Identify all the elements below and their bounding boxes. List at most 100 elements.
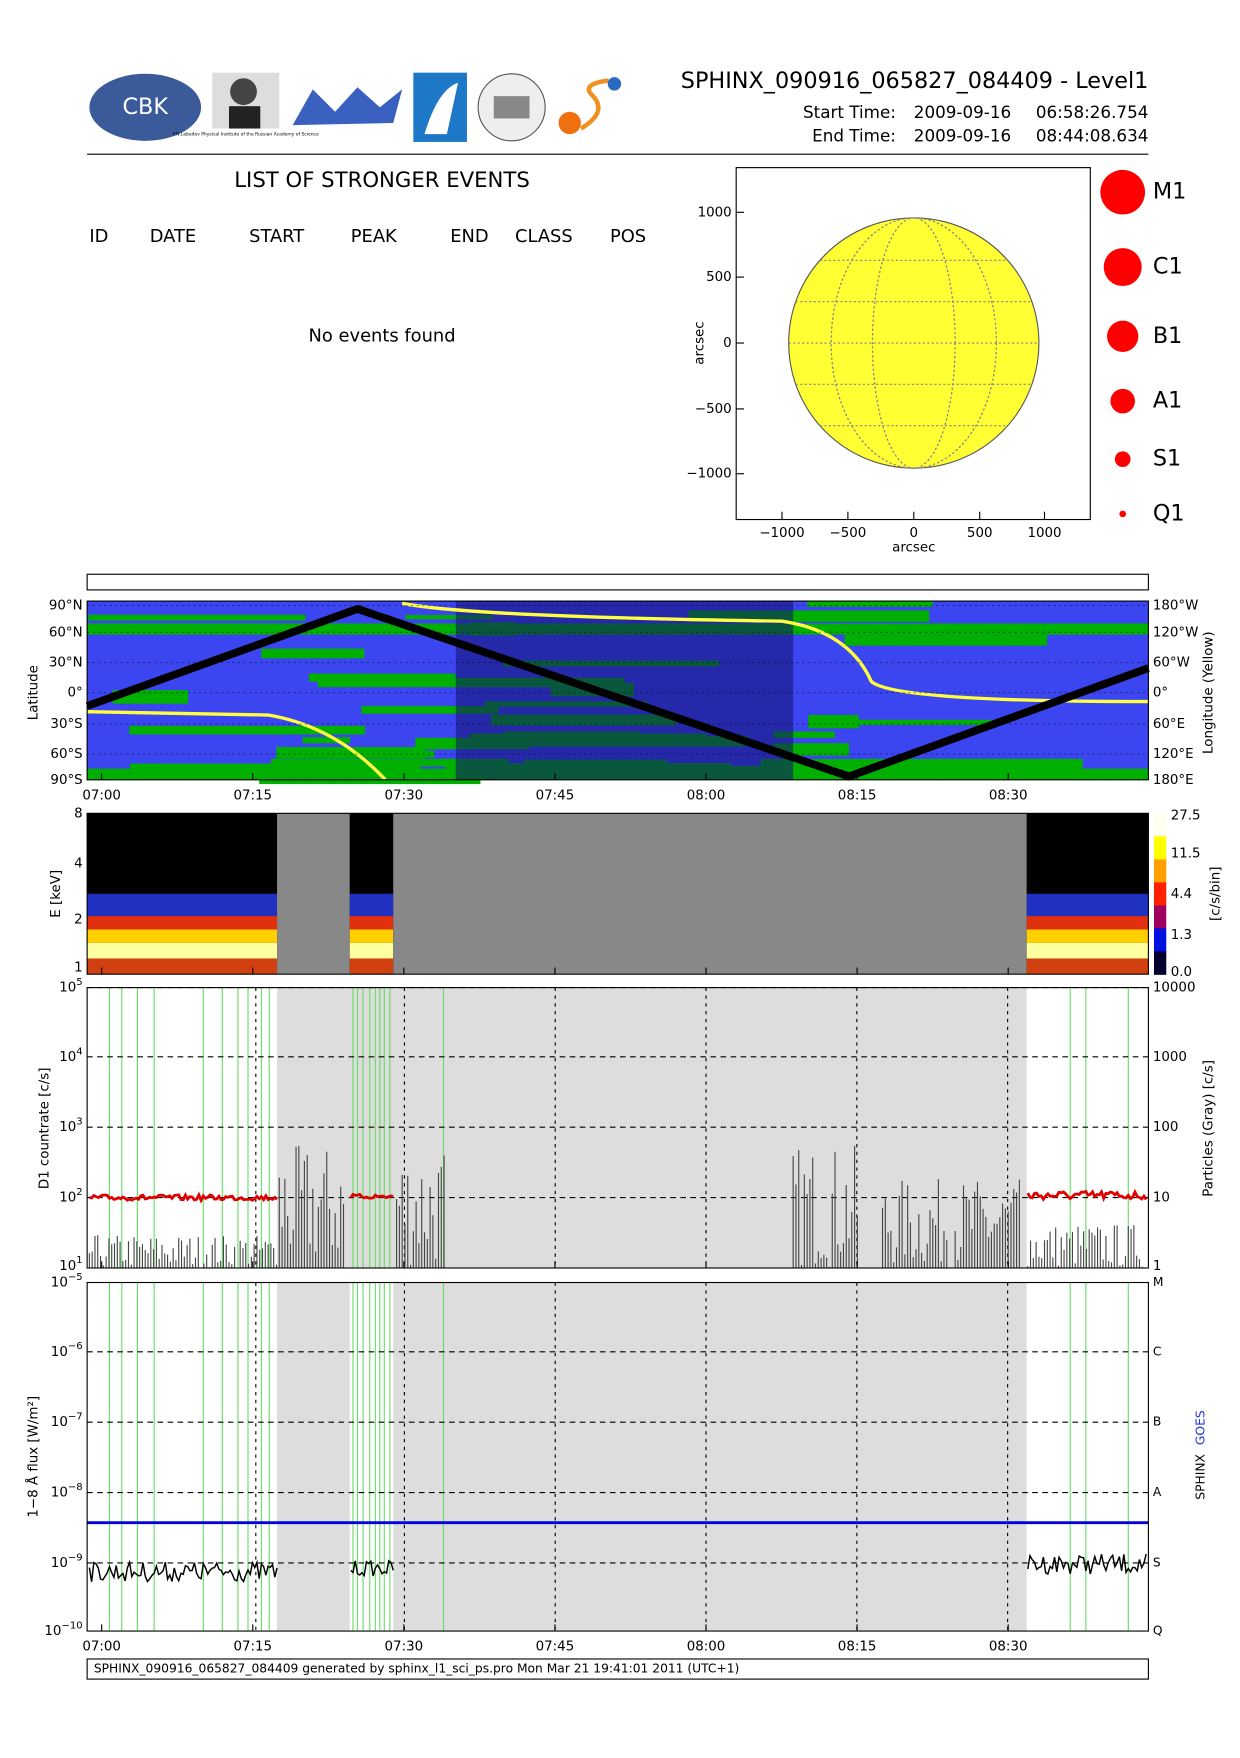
start-label: Start Time: bbox=[803, 102, 896, 122]
land bbox=[129, 725, 365, 735]
events-column: POS bbox=[610, 226, 646, 247]
events-column: PEAK bbox=[351, 226, 398, 247]
class-symbol bbox=[1107, 320, 1139, 352]
log-tick: 101 bbox=[59, 1255, 82, 1274]
land bbox=[398, 758, 509, 767]
time-label: 07:15 bbox=[233, 1640, 272, 1655]
time-label: 08:30 bbox=[989, 1640, 1028, 1655]
land bbox=[308, 673, 456, 682]
colorbar bbox=[1153, 882, 1167, 906]
spec bbox=[87, 958, 278, 975]
frame bbox=[86, 987, 1149, 1269]
sun-x-tick: 0 bbox=[910, 526, 919, 541]
time-label: 07:45 bbox=[536, 788, 575, 803]
class-tick: B bbox=[1153, 1415, 1161, 1429]
log-tick: 10−9 bbox=[51, 1552, 83, 1571]
land bbox=[405, 614, 493, 620]
colorbar bbox=[1153, 813, 1167, 837]
sun-x-tick: 500 bbox=[967, 526, 993, 541]
spec bbox=[1026, 929, 1149, 943]
spec-y-tick: 8 bbox=[74, 806, 83, 821]
log-tick: 105 bbox=[59, 977, 82, 996]
base: 10 bbox=[51, 1556, 68, 1571]
class-symbol bbox=[1100, 169, 1146, 215]
land bbox=[346, 750, 435, 758]
spec bbox=[87, 929, 278, 943]
base: 10 bbox=[51, 1415, 68, 1430]
class-legend: M1 bbox=[1153, 179, 1186, 205]
y2-tick: 10 bbox=[1153, 1191, 1170, 1206]
sun-y-tick: −500 bbox=[695, 402, 732, 417]
exp: 3 bbox=[76, 1117, 82, 1128]
land bbox=[302, 737, 351, 744]
spec bbox=[349, 929, 394, 943]
time-label: 08:00 bbox=[687, 1640, 726, 1655]
gap bbox=[277, 1282, 350, 1632]
time-label: 07:00 bbox=[82, 1640, 121, 1655]
exp: 2 bbox=[76, 1187, 82, 1198]
logos: CBK P.N.Lebedev Physical Institute of th… bbox=[89, 72, 622, 142]
start-time: 06:58:26.754 bbox=[1036, 102, 1149, 122]
events-column: CLASS bbox=[515, 226, 573, 247]
no-data bbox=[393, 813, 1027, 975]
colorbar bbox=[1153, 859, 1167, 883]
spec bbox=[349, 916, 394, 930]
lon-tick: 180°W bbox=[1153, 599, 1199, 614]
y2-tick: 1000 bbox=[1153, 1050, 1187, 1065]
class-legend: C1 bbox=[1153, 254, 1183, 280]
events-column: ID bbox=[89, 226, 108, 247]
sun-grid bbox=[871, 217, 956, 469]
base: 10 bbox=[59, 1191, 76, 1206]
exp: −10 bbox=[61, 1620, 82, 1631]
sun-x-tick: −500 bbox=[830, 526, 867, 541]
base: 10 bbox=[59, 1120, 76, 1135]
land bbox=[809, 719, 999, 726]
spec bbox=[349, 958, 394, 975]
class-tick: Q bbox=[1153, 1624, 1163, 1638]
sphinx-flux bbox=[88, 1553, 1147, 1584]
lon-tick: 60°E bbox=[1153, 717, 1185, 732]
exp: −9 bbox=[68, 1552, 83, 1563]
log-tick: 10−6 bbox=[51, 1341, 83, 1360]
base: 10 bbox=[44, 1624, 61, 1639]
colorbar bbox=[1153, 905, 1167, 929]
exp: 5 bbox=[76, 977, 82, 988]
lon-tick: 180°E bbox=[1153, 773, 1194, 788]
colorbar-tick: 27.5 bbox=[1171, 809, 1201, 824]
orbit-ylabel: Latitude bbox=[27, 665, 42, 720]
no-data bbox=[277, 813, 350, 975]
spec bbox=[349, 893, 394, 917]
flux-ylabel: 1−8 Å flux [W/m²] bbox=[25, 1396, 42, 1518]
frame bbox=[86, 1281, 1149, 1632]
class-symbol bbox=[1103, 248, 1142, 287]
time-label: 08:15 bbox=[838, 1640, 877, 1655]
land bbox=[688, 610, 930, 622]
time-label: 07:00 bbox=[82, 788, 121, 803]
lat-tick: 90°N bbox=[49, 599, 83, 614]
sun-y-label: arcsec bbox=[692, 321, 707, 364]
events-column: DATE bbox=[150, 226, 196, 247]
log-tick: 10−8 bbox=[51, 1482, 83, 1501]
log-tick: 103 bbox=[59, 1117, 82, 1136]
spec bbox=[87, 893, 278, 917]
logo-caption: P.N.Lebedev Physical Institute of the Ru… bbox=[173, 132, 319, 138]
lon-tick: 0° bbox=[1153, 686, 1168, 701]
end-label: End Time: bbox=[812, 125, 896, 145]
spec bbox=[1026, 893, 1149, 917]
spec-y-tick: 1 bbox=[74, 960, 83, 975]
log-tick: 10−10 bbox=[44, 1620, 82, 1639]
colorbar-tick: 1.3 bbox=[1171, 928, 1192, 943]
spec-y-tick: 2 bbox=[74, 912, 83, 927]
logo-text: CBK bbox=[122, 94, 169, 120]
sun-y-tick: 1000 bbox=[698, 205, 732, 220]
class-legend: B1 bbox=[1153, 323, 1183, 349]
sun-y-tick: −1000 bbox=[686, 467, 731, 482]
lat-tick: 60°N bbox=[49, 625, 83, 640]
spec bbox=[349, 942, 394, 959]
land bbox=[807, 601, 933, 607]
base: 10 bbox=[51, 1486, 68, 1501]
time-label: 07:30 bbox=[385, 788, 424, 803]
base: 10 bbox=[59, 981, 76, 996]
land bbox=[259, 779, 481, 785]
